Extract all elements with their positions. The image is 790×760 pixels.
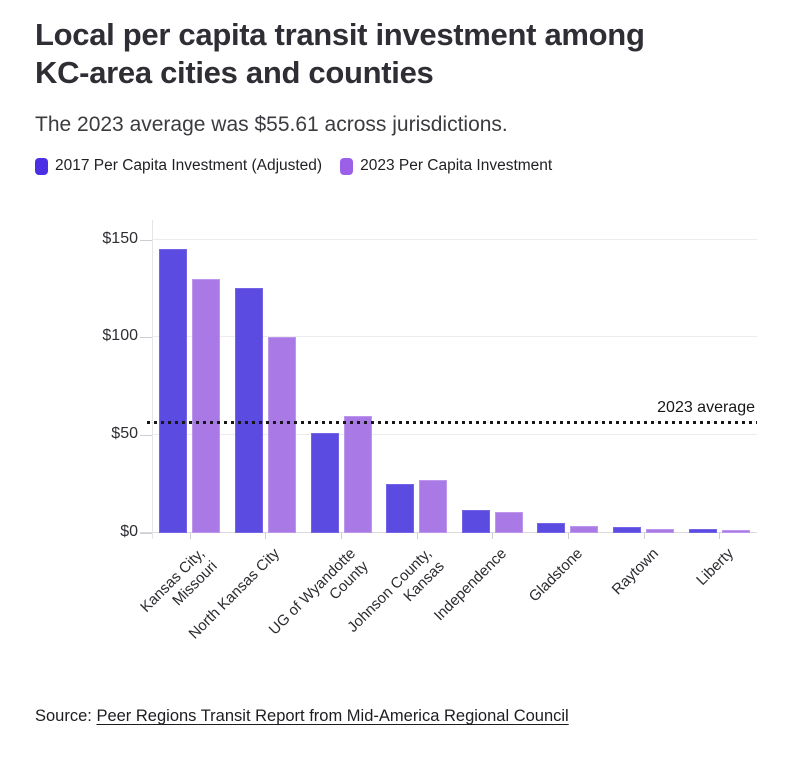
legend-swatch-icon [340,157,354,175]
bar-2017-north-kansas-city [234,288,263,533]
x-axis-tick [719,533,721,539]
x-axis-label-liberty: Liberty [693,545,738,589]
bar-2023-gladstone [570,526,599,533]
bar-2023-north-kansas-city [267,337,296,533]
legend-swatch-icon [35,157,48,175]
y-axis-tick-label: $0 [120,523,138,540]
bar-2023-raytown [646,528,675,533]
x-axis-tick [189,533,191,539]
chart-subtitle: The 2023 average was $55.61 across juris… [35,113,508,136]
bar-2017-johnson-county-kansas [386,484,415,533]
y-axis-tick [140,239,152,241]
y-axis-tick [140,337,152,339]
bar-2017-raytown [613,527,642,533]
average-line-label: 2023 average [657,399,755,417]
bar-2017-liberty [688,528,717,533]
bar-2017-kansas-city-missouri [159,249,188,533]
y-axis-tick [140,533,152,534]
chart-title: Local per capita transit investment amon… [35,17,645,91]
y-axis-tick-label: $150 [102,229,138,247]
bar-chart: 2023 average $0 $50 $100 $150 Kansas City, Mi… [0,200,790,705]
bar-2023-independence [494,512,523,533]
x-axis-tick [265,533,267,539]
gridline-horizontal [140,532,757,533]
gridline-horizontal [152,238,757,240]
legend-item-2017: 2017 Per Capita Investment (Adjusted) [35,157,322,175]
bar-2017-gladstone [537,523,566,533]
bar-2023-johnson-county-kansas [419,480,448,533]
x-axis-tick [567,533,569,539]
plot-area: 2023 average [140,220,757,533]
y-axis-tick [140,435,152,437]
x-axis-label-gladstone: Gladstone [525,545,586,606]
legend-item-2023: 2023 Per Capita Investment [340,157,552,175]
y-axis-tick-label: $100 [102,327,138,345]
source-line: Source: Peer Regions Transit Report from… [35,707,569,726]
gridline-horizontal [152,434,757,436]
source-link[interactable]: Peer Regions Transit Report from Mid-Ame… [96,707,569,725]
average-line [147,421,757,425]
bar-2023-liberty [721,529,750,533]
x-axis-tick [341,533,343,539]
bar-2023-ug-of-wyandotte-county [343,415,372,533]
bar-2017-ug-of-wyandotte-county [310,433,339,533]
x-axis-label-independence: Independence [431,545,511,625]
x-axis-tick [416,533,418,539]
legend: 2017 Per Capita Investment (Adjusted) 202… [35,157,552,175]
source-label: Source: [35,707,97,725]
legend-item-label: 2023 Per Capita Investment [360,157,553,174]
bar-2023-kansas-city-missouri [192,278,221,533]
legend-item-label: 2017 Per Capita Investment (Adjusted) [55,157,323,174]
x-axis-label-raytown: Raytown [608,545,662,599]
y-axis-line [152,220,153,539]
gridline-horizontal [152,336,757,338]
bar-2017-independence [461,509,490,533]
x-axis-tick [643,533,645,539]
x-axis-tick [492,533,494,539]
y-axis-tick-label: $50 [111,425,138,443]
